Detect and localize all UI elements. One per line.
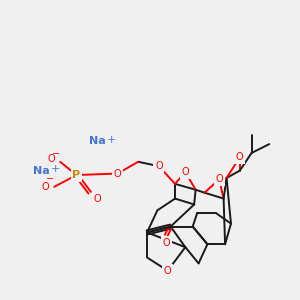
Text: P: P: [72, 170, 80, 180]
Text: O: O: [215, 174, 223, 184]
Text: −: −: [46, 174, 54, 184]
Text: −: −: [52, 148, 60, 158]
Text: O: O: [182, 167, 189, 177]
Text: +: +: [107, 135, 116, 145]
Text: O: O: [162, 238, 170, 248]
Text: O: O: [93, 194, 101, 204]
Text: O: O: [236, 152, 244, 162]
Text: Na: Na: [88, 136, 105, 146]
Text: Na: Na: [33, 166, 50, 176]
Text: O: O: [47, 154, 55, 164]
Text: +: +: [51, 164, 61, 174]
Text: O: O: [42, 182, 49, 192]
Text: O: O: [155, 161, 163, 171]
Text: O: O: [114, 169, 122, 178]
Text: O: O: [164, 266, 172, 276]
